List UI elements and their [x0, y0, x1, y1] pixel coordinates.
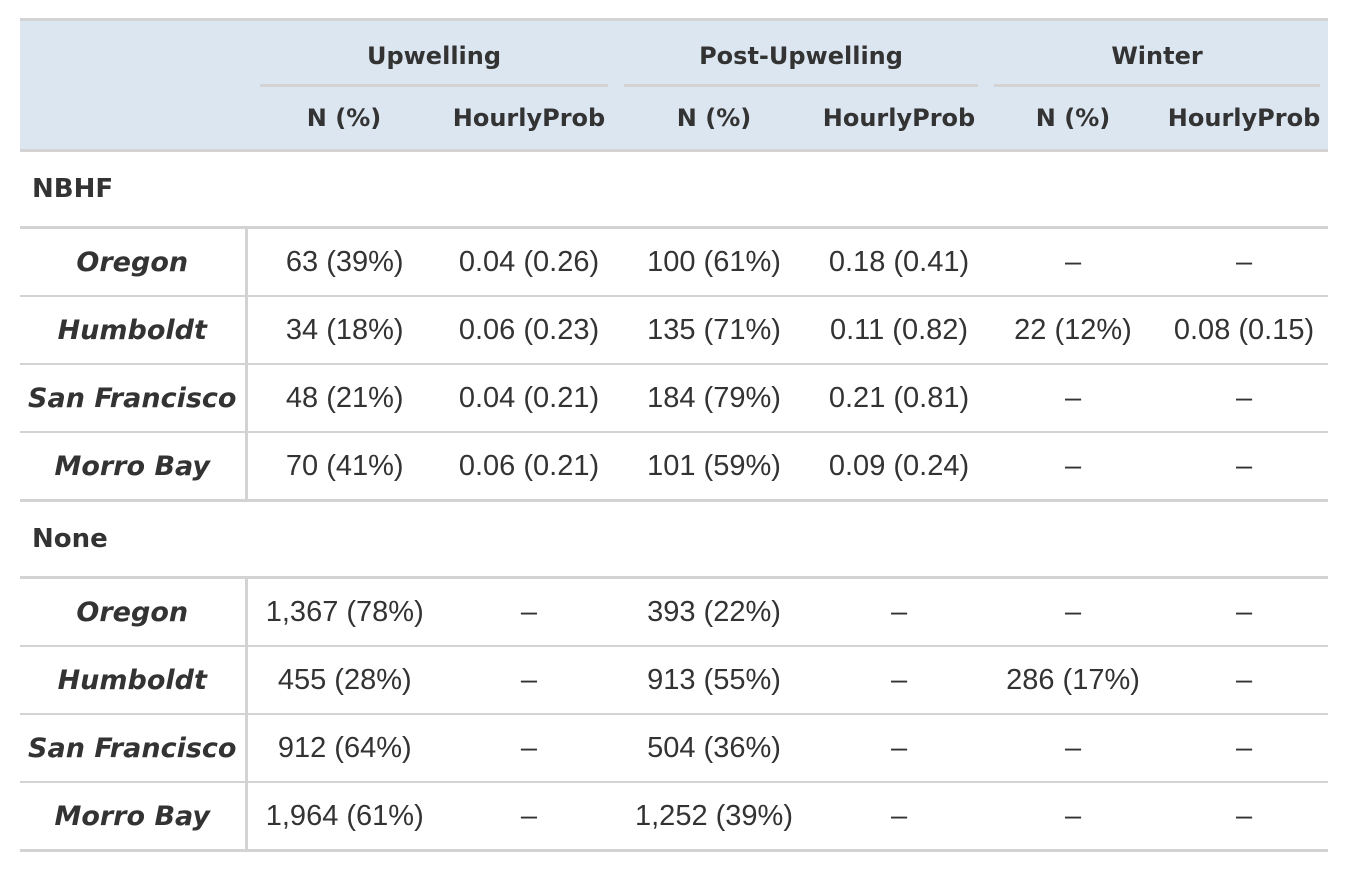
- table-cell: 0.04 (0.21): [442, 364, 616, 433]
- table-cell: 286 (17%): [986, 646, 1161, 715]
- column-header: HourlyProb: [1160, 87, 1329, 152]
- spanner-upwelling: Upwelling: [246, 18, 616, 87]
- table-row: Oregon 1,367 (78%) – 393 (22%) – – –: [20, 577, 1329, 647]
- table-cell: –: [1160, 227, 1329, 297]
- table-row: Morro Bay 70 (41%) 0.06 (0.21) 101 (59%)…: [20, 432, 1329, 502]
- table-cell: –: [442, 646, 616, 715]
- table-cell: 0.11 (0.82): [812, 296, 987, 365]
- table-cell: 1,367 (78%): [246, 577, 442, 647]
- table-cell: 184 (79%): [616, 364, 812, 433]
- row-label: Humboldt: [20, 296, 248, 365]
- table-cell: –: [442, 577, 616, 647]
- stub-header-blank: [20, 87, 246, 152]
- row-label: Morro Bay: [20, 782, 248, 852]
- table-cell: –: [1160, 364, 1329, 433]
- table-row: Humboldt 34 (18%) 0.06 (0.23) 135 (71%) …: [20, 296, 1329, 365]
- table-cell: 393 (22%): [616, 577, 812, 647]
- column-header-row: N (%) HourlyProb N (%) HourlyProb N (%) …: [20, 87, 1329, 152]
- table-header: Upwelling Post-Upwelling Winter N (%) Ho…: [20, 18, 1329, 152]
- table-cell: 504 (36%): [616, 714, 812, 783]
- table-cell: 63 (39%): [246, 227, 442, 297]
- column-header: N (%): [986, 87, 1161, 152]
- table-cell: –: [1160, 432, 1329, 502]
- table-cell: 0.09 (0.24): [812, 432, 987, 502]
- row-label: Oregon: [20, 577, 248, 647]
- spanner-row: Upwelling Post-Upwelling Winter: [20, 18, 1329, 87]
- table-row: San Francisco 912 (64%) – 504 (36%) – – …: [20, 714, 1329, 783]
- group-row: None: [20, 500, 1329, 579]
- table-cell: –: [1160, 714, 1329, 783]
- spanner-label: Post-Upwelling: [624, 22, 979, 87]
- table-cell: –: [812, 577, 987, 647]
- summary-table-container: Upwelling Post-Upwelling Winter N (%) Ho…: [20, 18, 1329, 852]
- table-cell: –: [986, 227, 1161, 297]
- stub-header: [20, 18, 246, 87]
- table-body: NBHF Oregon 63 (39%) 0.04 (0.26) 100 (61…: [20, 150, 1329, 852]
- table-cell: 1,252 (39%): [616, 782, 812, 852]
- table-cell: 48 (21%): [246, 364, 442, 433]
- table-cell: –: [986, 577, 1161, 647]
- table-cell: –: [442, 782, 616, 852]
- table-cell: 22 (12%): [986, 296, 1161, 365]
- row-label: San Francisco: [20, 714, 248, 783]
- spanner-label: Winter: [994, 22, 1321, 87]
- column-header: N (%): [616, 87, 812, 152]
- table-row: Morro Bay 1,964 (61%) – 1,252 (39%) – – …: [20, 782, 1329, 852]
- row-label: Morro Bay: [20, 432, 248, 502]
- table-cell: 0.06 (0.21): [442, 432, 616, 502]
- table-cell: 0.08 (0.15): [1160, 296, 1329, 365]
- table-cell: 101 (59%): [616, 432, 812, 502]
- column-header: N (%): [246, 87, 442, 152]
- row-label: San Francisco: [20, 364, 248, 433]
- table-cell: 0.21 (0.81): [812, 364, 987, 433]
- row-label: Oregon: [20, 227, 248, 297]
- table-cell: 912 (64%): [246, 714, 442, 783]
- column-header: HourlyProb: [442, 87, 616, 152]
- table-cell: 70 (41%): [246, 432, 442, 502]
- spanner-label: Upwelling: [260, 22, 608, 87]
- spanner-winter: Winter: [986, 18, 1329, 87]
- row-label: Humboldt: [20, 646, 248, 715]
- table-cell: –: [812, 782, 987, 852]
- group-label: None: [20, 500, 1329, 579]
- table-row: San Francisco 48 (21%) 0.04 (0.21) 184 (…: [20, 364, 1329, 433]
- table-cell: –: [986, 782, 1161, 852]
- table-row: Oregon 63 (39%) 0.04 (0.26) 100 (61%) 0.…: [20, 227, 1329, 297]
- table-cell: –: [986, 714, 1161, 783]
- table-cell: –: [1160, 782, 1329, 852]
- table-cell: 100 (61%): [616, 227, 812, 297]
- table-cell: 0.04 (0.26): [442, 227, 616, 297]
- table-cell: 455 (28%): [246, 646, 442, 715]
- spanner-post-upwelling: Post-Upwelling: [616, 18, 987, 87]
- table-cell: –: [812, 714, 987, 783]
- table-cell: 1,964 (61%): [246, 782, 442, 852]
- group-row: NBHF: [20, 150, 1329, 229]
- table-cell: 135 (71%): [616, 296, 812, 365]
- table-cell: –: [986, 432, 1161, 502]
- table-cell: –: [986, 364, 1161, 433]
- table-cell: –: [442, 714, 616, 783]
- table-cell: –: [1160, 646, 1329, 715]
- table-row: Humboldt 455 (28%) – 913 (55%) – 286 (17…: [20, 646, 1329, 715]
- group-label: NBHF: [20, 150, 1329, 229]
- table-cell: 913 (55%): [616, 646, 812, 715]
- column-header: HourlyProb: [812, 87, 987, 152]
- table-cell: 34 (18%): [246, 296, 442, 365]
- summary-table: Upwelling Post-Upwelling Winter N (%) Ho…: [20, 18, 1329, 852]
- table-cell: 0.06 (0.23): [442, 296, 616, 365]
- table-cell: 0.18 (0.41): [812, 227, 987, 297]
- table-cell: –: [1160, 577, 1329, 647]
- table-cell: –: [812, 646, 987, 715]
